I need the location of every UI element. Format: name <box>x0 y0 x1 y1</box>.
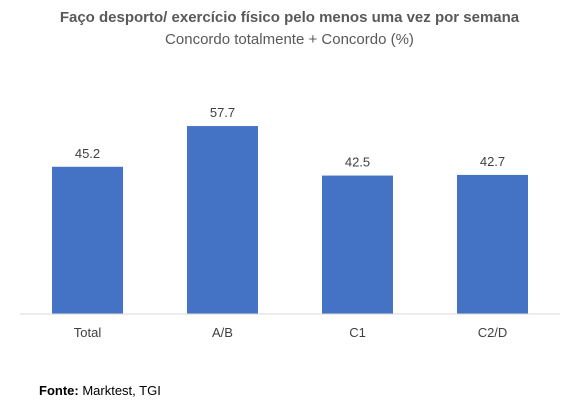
data-label-a-b: 57.7 <box>210 105 235 120</box>
x-tick-label-c2-d: C2/D <box>478 325 508 340</box>
bar-total <box>52 166 123 314</box>
ticks-layer: Total A/B C1 C2/D <box>74 325 508 340</box>
data-label-total: 45.2 <box>75 146 100 161</box>
x-tick-label-c1: C1 <box>349 325 366 340</box>
bar-c1 <box>322 175 393 314</box>
data-label-c2-d: 42.7 <box>480 154 505 169</box>
x-tick-label-total: Total <box>74 325 102 340</box>
bar-c2-d <box>457 174 528 314</box>
bars-layer <box>52 126 528 314</box>
labels-layer: 45.2 57.7 42.5 42.7 <box>75 105 505 170</box>
bar-a-b <box>187 126 258 314</box>
chart-subtitle: Concordo totalmente + Concordo (%) <box>165 31 414 48</box>
chart-title: Faço desporto/ exercício físico pelo men… <box>60 9 520 26</box>
x-tick-label-a-b: A/B <box>212 325 233 340</box>
source-note: Fonte: Marktest, TGI <box>39 383 161 398</box>
source-text: Marktest, TGI <box>78 383 161 398</box>
data-label-c1: 42.5 <box>345 155 370 170</box>
source-label: Fonte: <box>39 383 79 398</box>
